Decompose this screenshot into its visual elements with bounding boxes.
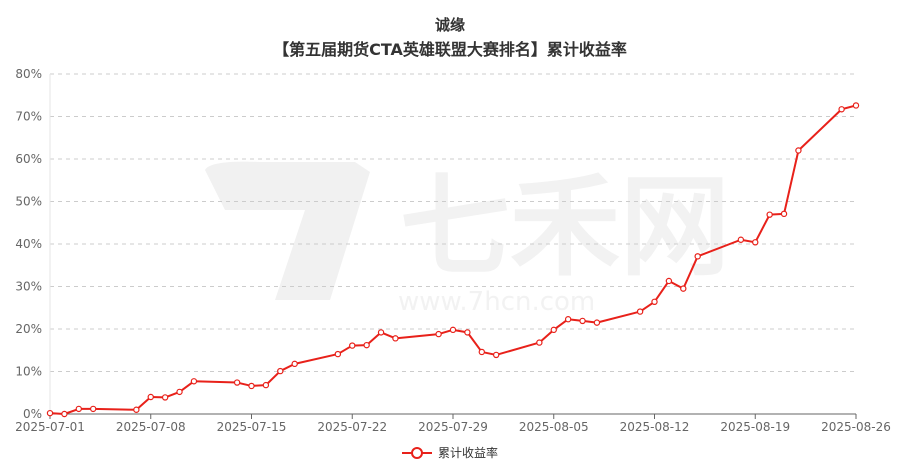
legend-item-series[interactable]: 累计收益率 [401, 444, 498, 461]
data-point [147, 393, 154, 401]
line-chart: 0%10%20%30%40%50%60%70%80% 2025-07-01 202… [15, 67, 891, 434]
data-point [636, 308, 644, 315]
data-point [291, 360, 298, 368]
y-tick-label: 10% [15, 365, 42, 379]
legend-line-circle-icon [401, 446, 432, 459]
x-tick-label: 2025-07-15 [217, 420, 287, 434]
data-point [392, 335, 399, 342]
data-point [694, 253, 701, 260]
series-line [49, 104, 857, 415]
y-tick-label: 20% [15, 322, 42, 336]
data-point [277, 367, 284, 375]
y-tick-label: 50% [15, 195, 42, 209]
data-point [89, 405, 97, 413]
y-tick-label: 80% [15, 67, 42, 81]
data-point [536, 339, 543, 346]
data-point [61, 410, 68, 418]
data-point [737, 236, 745, 243]
data-point [46, 409, 54, 417]
data-point [852, 102, 860, 109]
data-point [435, 330, 442, 338]
x-tick-label: 2025-08-05 [519, 420, 589, 434]
data-point [449, 326, 457, 334]
y-tick-label: 60% [15, 152, 42, 166]
data-point [766, 211, 773, 218]
data-point [334, 350, 342, 358]
chart-subtitle: 诚缘 [434, 16, 465, 34]
data-point [579, 317, 586, 325]
data-point [176, 388, 183, 396]
data-point [478, 348, 485, 356]
data-point [564, 316, 572, 323]
data-point [838, 106, 845, 113]
x-tick-label: 2025-08-12 [620, 420, 690, 434]
legend-label: 累计收益率 [437, 446, 498, 460]
series-layer [46, 102, 860, 418]
data-point [651, 298, 658, 305]
x-tick-label: 2025-08-26 [821, 420, 891, 434]
data-point [780, 210, 788, 218]
x-axis: 2025-07-01 2025-07-08 2025-07-15 2025-07-22… [15, 74, 891, 434]
y-tick-label: 0% [23, 407, 42, 421]
data-point [752, 239, 759, 246]
data-point [262, 381, 270, 389]
data-point [161, 394, 169, 401]
data-point [75, 405, 82, 413]
data-point [233, 379, 241, 386]
y-axis-labels: 0% 10% 20% 30% 40% 50% 60% 70% 80% [15, 67, 42, 421]
data-point [363, 341, 370, 349]
data-point [349, 342, 356, 349]
data-point [550, 326, 557, 334]
data-point [665, 277, 673, 285]
x-tick-label: 2025-07-08 [116, 420, 186, 434]
data-point [492, 351, 500, 359]
x-tick-label: 2025-07-29 [418, 420, 488, 434]
data-point [795, 147, 802, 154]
x-tick-label: 2025-08-19 [720, 420, 790, 434]
y-tick-label: 70% [15, 110, 42, 124]
data-point [377, 329, 385, 336]
x-tick-label: 2025-07-22 [317, 420, 387, 434]
x-tick-label: 2025-07-01 [15, 420, 85, 434]
data-point [190, 378, 198, 385]
data-point [593, 319, 601, 326]
y-tick-label: 40% [15, 237, 42, 251]
data-point [464, 329, 471, 336]
chart-title: 【第五届期货CTA英雄联盟大赛排名】累计收益率 [273, 40, 627, 59]
data-point [248, 382, 255, 390]
legend: 累计收益率 [0, 444, 900, 461]
data-point [680, 285, 687, 292]
data-point [133, 406, 140, 413]
y-tick-label: 30% [15, 280, 42, 294]
